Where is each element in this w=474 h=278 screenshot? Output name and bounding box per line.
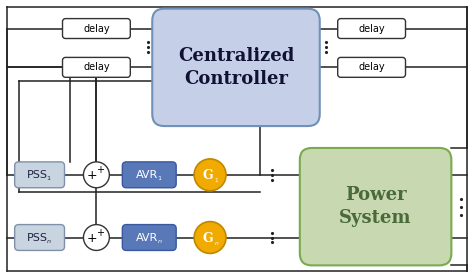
FancyBboxPatch shape bbox=[122, 225, 176, 250]
Text: +: + bbox=[96, 227, 104, 237]
Text: delay: delay bbox=[83, 24, 109, 34]
Text: PSS: PSS bbox=[27, 232, 48, 242]
FancyBboxPatch shape bbox=[15, 162, 64, 188]
Text: delay: delay bbox=[358, 62, 385, 72]
Text: $_n$: $_n$ bbox=[46, 237, 51, 246]
Text: AVR: AVR bbox=[136, 170, 158, 180]
Text: $_n$: $_n$ bbox=[214, 239, 220, 248]
Text: $_1$: $_1$ bbox=[157, 174, 163, 183]
Text: Centralized
Controller: Centralized Controller bbox=[178, 46, 294, 88]
FancyBboxPatch shape bbox=[15, 225, 64, 250]
FancyBboxPatch shape bbox=[300, 148, 451, 265]
FancyBboxPatch shape bbox=[122, 162, 176, 188]
Text: +: + bbox=[96, 165, 104, 175]
FancyBboxPatch shape bbox=[63, 58, 130, 77]
Text: +: + bbox=[87, 232, 98, 245]
FancyBboxPatch shape bbox=[63, 19, 130, 39]
Text: +: + bbox=[87, 169, 98, 182]
Text: delay: delay bbox=[358, 24, 385, 34]
Text: Power
System: Power System bbox=[339, 186, 412, 227]
Text: G: G bbox=[203, 169, 213, 182]
FancyBboxPatch shape bbox=[152, 9, 320, 126]
Text: $_1$: $_1$ bbox=[46, 174, 51, 183]
FancyBboxPatch shape bbox=[337, 19, 405, 39]
Circle shape bbox=[83, 162, 109, 188]
Text: PSS: PSS bbox=[27, 170, 48, 180]
Text: delay: delay bbox=[83, 62, 109, 72]
Text: $_1$: $_1$ bbox=[214, 176, 219, 185]
Text: AVR: AVR bbox=[136, 232, 158, 242]
Circle shape bbox=[194, 159, 226, 191]
Circle shape bbox=[83, 225, 109, 250]
FancyBboxPatch shape bbox=[337, 58, 405, 77]
Text: G: G bbox=[203, 232, 213, 245]
Text: $_n$: $_n$ bbox=[157, 237, 163, 246]
Circle shape bbox=[194, 222, 226, 254]
